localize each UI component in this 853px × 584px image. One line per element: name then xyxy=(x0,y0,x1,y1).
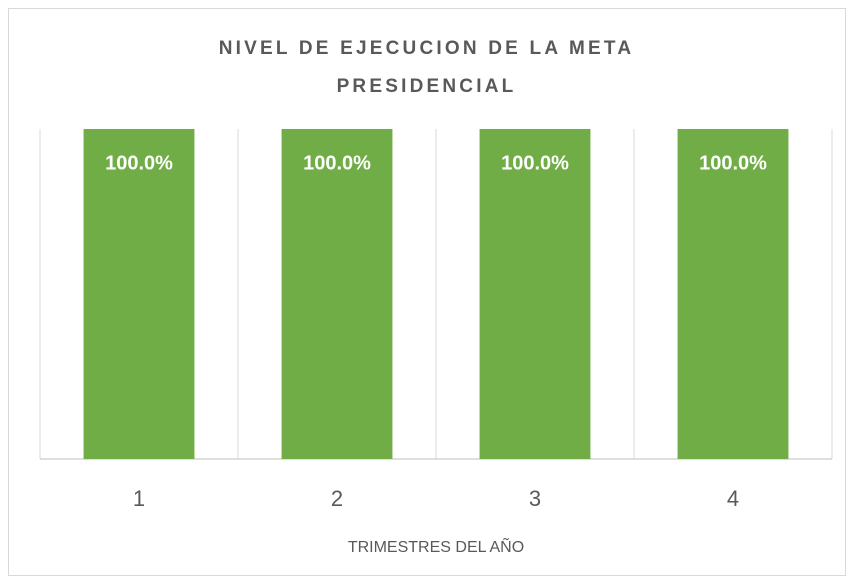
value-label: 100.0% xyxy=(303,152,371,174)
x-tick-label: 1 xyxy=(133,486,145,511)
bar xyxy=(677,129,789,459)
bar xyxy=(281,129,393,459)
x-axis-title: TRIMESTRES DEL AÑO xyxy=(348,536,524,556)
value-label: 100.0% xyxy=(105,152,173,174)
x-tick-label: 2 xyxy=(331,486,343,511)
bar xyxy=(83,129,195,459)
bar xyxy=(479,129,591,459)
value-label: 100.0% xyxy=(699,152,767,174)
chart-title: NIVEL DE EJECUCION DE LA META PRESIDENCI… xyxy=(218,38,635,97)
x-tick-label: 3 xyxy=(529,486,541,511)
x-tick-label: 4 xyxy=(727,486,739,511)
value-label: 100.0% xyxy=(501,152,569,174)
